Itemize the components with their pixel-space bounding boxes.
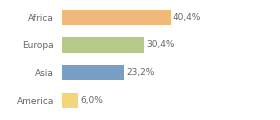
Text: 23,2%: 23,2% xyxy=(127,68,155,77)
Bar xyxy=(62,65,124,80)
Text: 30,4%: 30,4% xyxy=(146,41,174,49)
Text: 6,0%: 6,0% xyxy=(80,96,103,105)
Bar xyxy=(62,10,171,25)
Bar xyxy=(62,37,144,53)
Bar xyxy=(62,93,78,108)
Text: 40,4%: 40,4% xyxy=(173,13,201,22)
